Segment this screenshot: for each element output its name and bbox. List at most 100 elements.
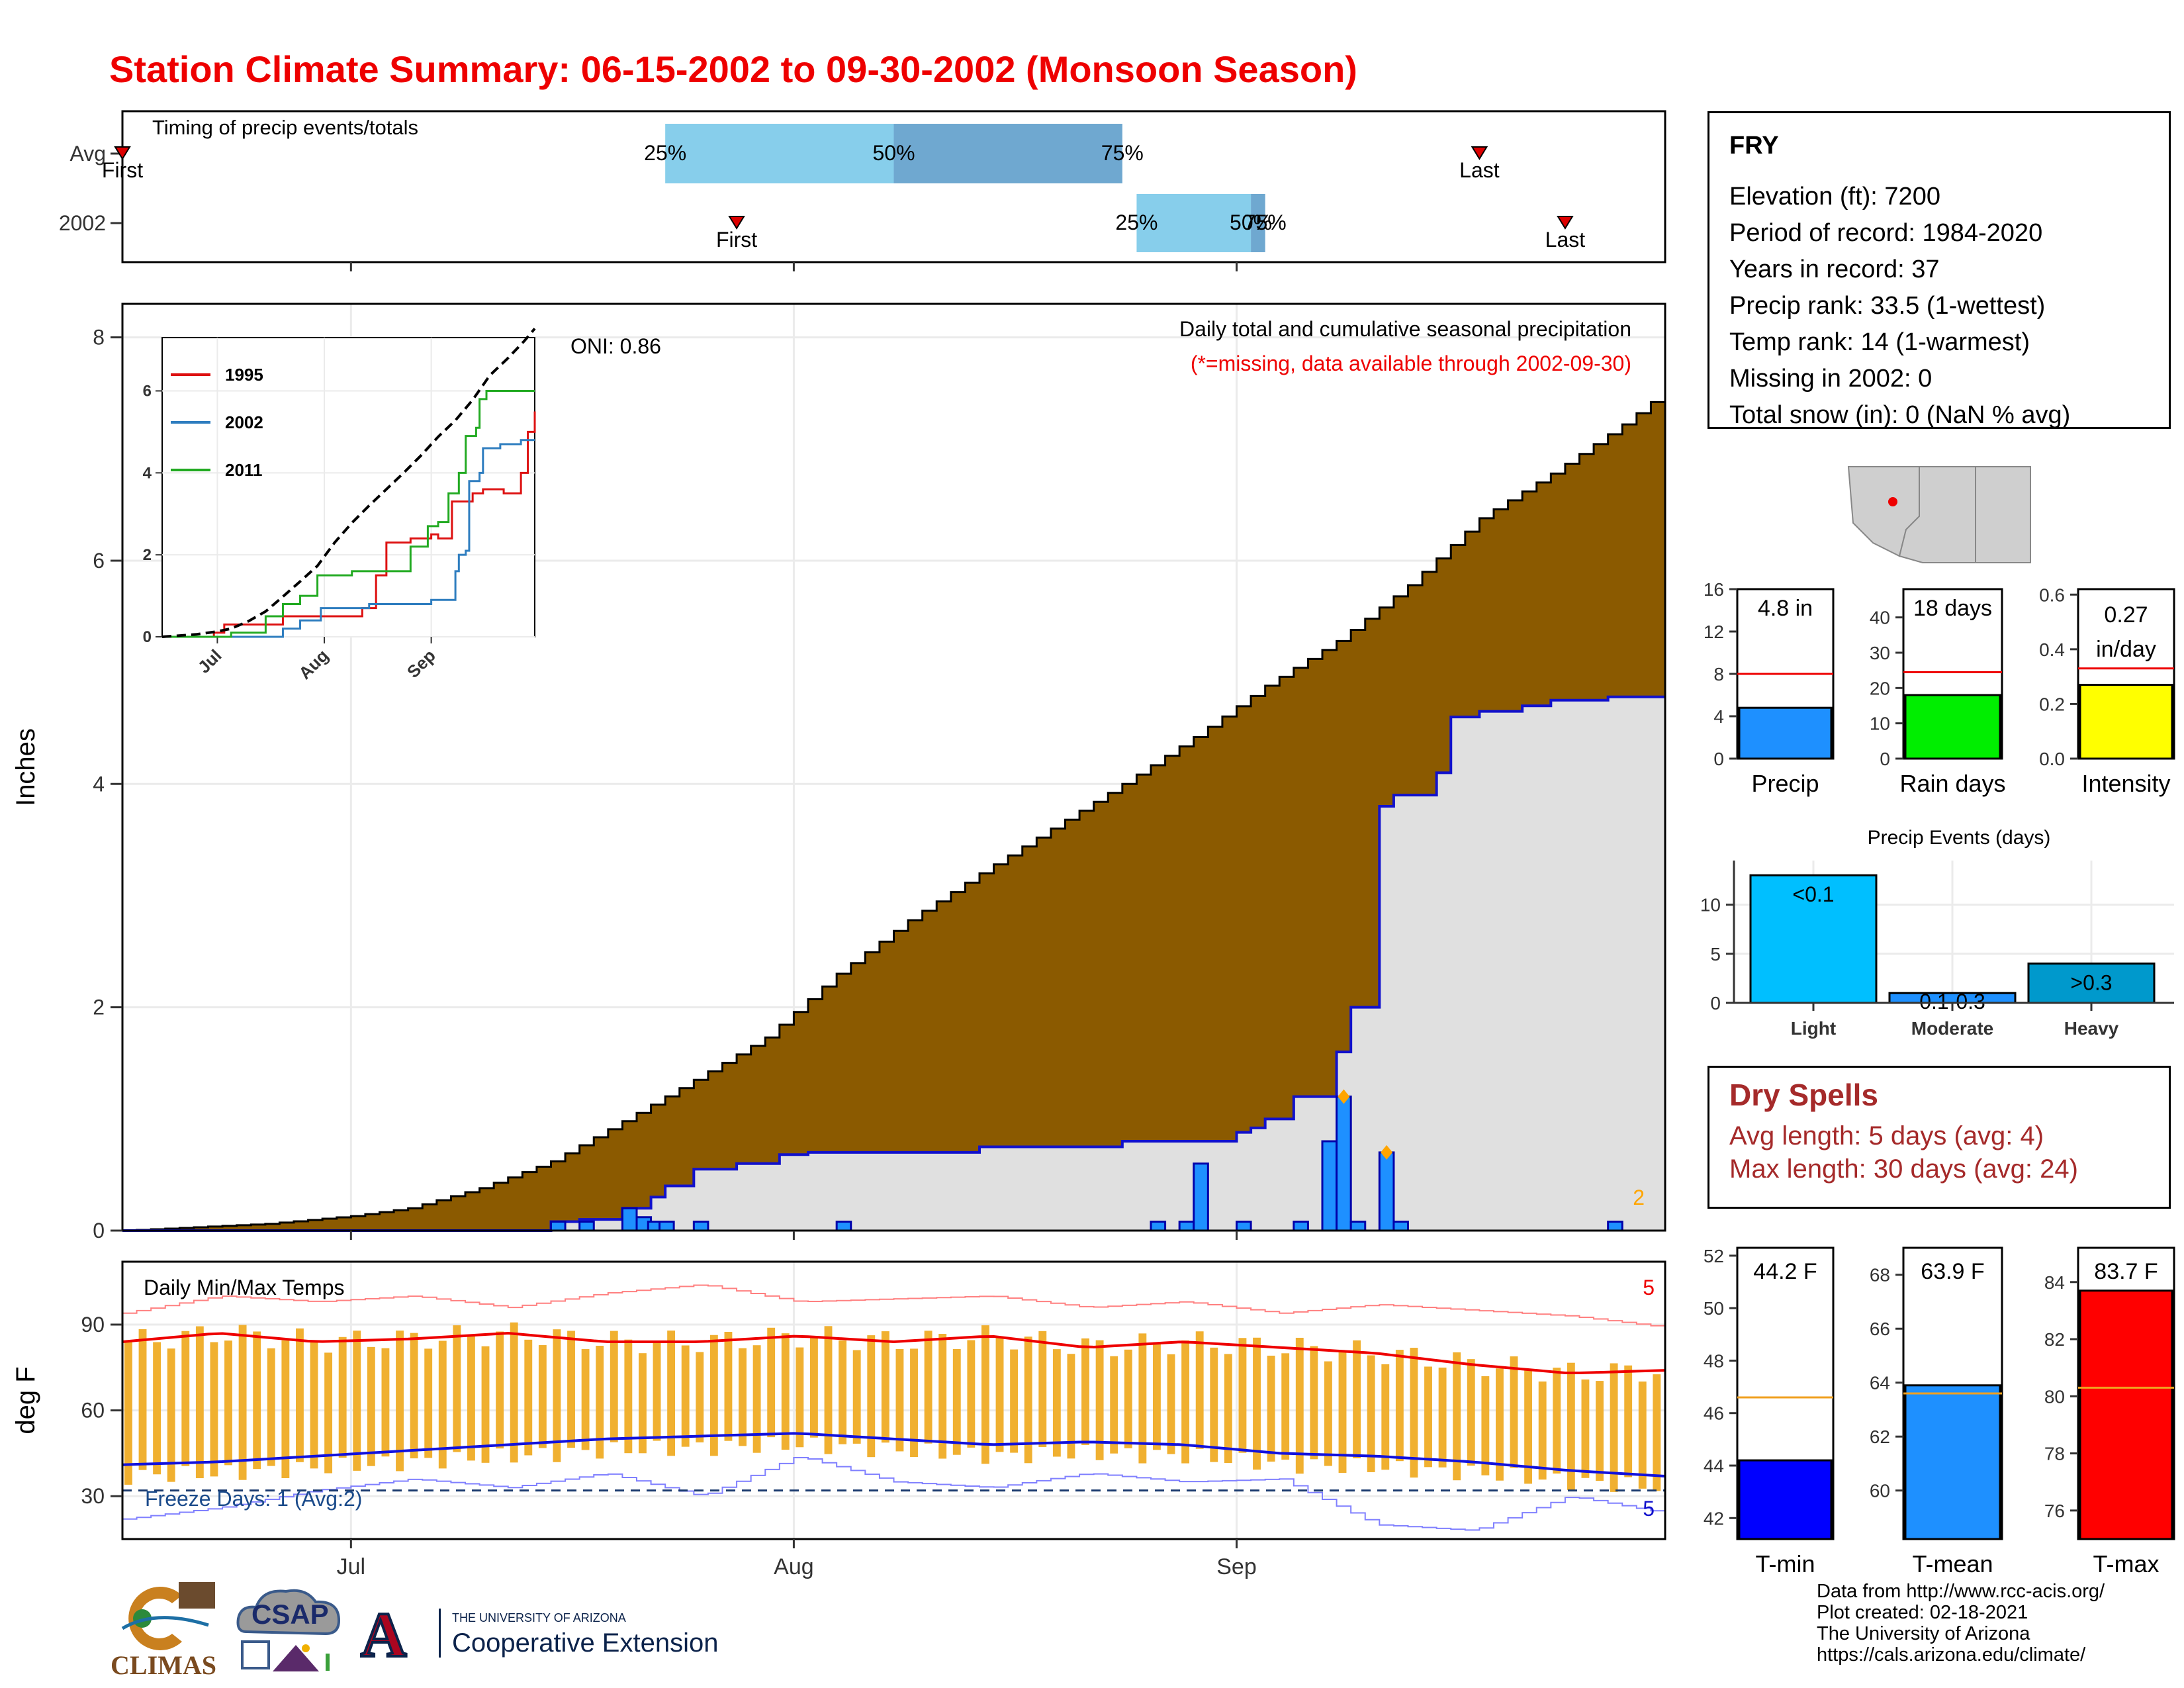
daily-temp-bar	[1410, 1348, 1418, 1478]
timing-row-label: 2002	[59, 211, 106, 235]
inset-series-line	[162, 411, 536, 638]
daily-precip-bar	[659, 1221, 675, 1232]
events-category-label: Moderate	[1911, 1018, 1993, 1039]
inset-y-label: 2	[143, 546, 152, 564]
daily-temp-bar	[481, 1346, 490, 1463]
daily-temp-bar	[1367, 1355, 1375, 1472]
daily-temp-bar	[1253, 1337, 1261, 1470]
temp-max-value-label: 83.7 F	[2094, 1259, 2158, 1284]
daily-precip-bar	[1392, 1221, 1410, 1232]
daily-temp-bar	[424, 1348, 433, 1458]
temp-mean-bar	[1904, 1384, 2001, 1540]
station-years: Years in record: 37	[1729, 256, 1940, 283]
dry-spells-max: Max length: 30 days (avg: 24)	[1729, 1154, 2078, 1184]
chart-title: Daily total and cumulative seasonal prec…	[1179, 317, 1631, 341]
y-tick-label: 52	[1704, 1246, 1724, 1266]
daily-temp-bar	[895, 1348, 904, 1452]
y-tick-label: 0	[1710, 993, 1721, 1013]
temp-min-bar	[1738, 1459, 1833, 1540]
daily-temp-bar	[1338, 1350, 1347, 1473]
daily-precip-bar	[835, 1221, 852, 1232]
daily-temp-bar	[396, 1331, 404, 1472]
credits: Data from http://www.rcc-acis.org/ Plot …	[1817, 1581, 2105, 1665]
daily-temp-bar	[381, 1348, 390, 1457]
y-tick-label: 10	[1700, 895, 1721, 915]
daily-temp-bar	[810, 1337, 818, 1438]
precip-panel-frame	[121, 303, 1666, 1232]
daily-temp-bar	[1324, 1361, 1332, 1466]
daily-temp-bar	[1095, 1340, 1104, 1460]
dry-spells-avg: Avg length: 5 days (avg: 4)	[1729, 1121, 2044, 1150]
daily-temp-bar	[739, 1348, 747, 1446]
temp-max-bar	[2079, 1289, 2173, 1540]
last-marker	[1557, 216, 1574, 230]
daily-temp-bar	[1538, 1381, 1547, 1480]
y-tick-label: 30	[1870, 643, 1890, 663]
quantile-label: 50%	[1230, 211, 1272, 234]
first-label: First	[102, 158, 143, 182]
climas-logo: CLIMAS	[109, 1582, 218, 1681]
precip-marker	[1381, 1145, 1393, 1160]
daily-precip-bar	[1193, 1162, 1209, 1232]
y-axis-title: deg F	[11, 1366, 40, 1434]
daily-temp-bar	[253, 1331, 261, 1470]
state-shape	[1975, 466, 2031, 563]
daily-temp-bar	[138, 1329, 147, 1470]
daily-temp-bar	[267, 1348, 275, 1466]
daily-temp-bar	[338, 1336, 347, 1458]
daily-temp-bar	[467, 1335, 475, 1461]
daily-temp-bar	[1267, 1355, 1275, 1462]
daily-temp-bar	[1438, 1367, 1447, 1468]
temp-min-category-label: T-min	[1756, 1550, 1815, 1577]
daily-precip-bar	[1378, 1151, 1395, 1232]
daily-temp-bar	[1395, 1350, 1404, 1462]
daily-temp-bar	[952, 1348, 961, 1455]
daily-temp-bar	[438, 1340, 447, 1469]
year-cumulative-line	[122, 695, 1665, 1232]
daily-precip-bar	[621, 1207, 638, 1232]
events-category-label: Light	[1791, 1018, 1836, 1039]
daily-temp-bar	[824, 1326, 833, 1454]
daily-temp-bar	[1596, 1381, 1604, 1481]
y-tick-label: 48	[1704, 1350, 1724, 1371]
daily-temp-bar	[1124, 1349, 1132, 1448]
daily-temp-bar	[696, 1352, 704, 1442]
daily-temp-bar	[1624, 1365, 1633, 1477]
daily-temp-bar	[767, 1327, 776, 1438]
daily-temp-bar	[1481, 1376, 1490, 1476]
y-tick-label: 82	[2044, 1329, 2065, 1350]
daily-temp-bar	[553, 1329, 561, 1462]
station-period: Period of record: 1984-2020	[1729, 219, 2043, 247]
oni-label: ONI: 0.86	[570, 334, 661, 358]
precip-marker	[1338, 1089, 1350, 1104]
y-tick-label: 90	[81, 1313, 105, 1336]
daily-temp-bar	[938, 1333, 947, 1459]
rain-days-category-label: Rain days	[1899, 770, 2005, 797]
daily-temp-bar	[1310, 1346, 1318, 1460]
y-tick-label: 78	[2044, 1444, 2065, 1464]
daily-temp-bar	[510, 1322, 518, 1463]
temp-mean-value-label: 63.9 F	[1921, 1259, 1984, 1284]
daily-temp-bar	[796, 1347, 804, 1448]
quantile-label: 25%	[1115, 211, 1158, 234]
daily-temp-bar	[1581, 1379, 1590, 1478]
y-tick-label: 0.0	[2039, 749, 2065, 769]
daily-temp-bar	[1110, 1356, 1118, 1454]
y-tick-label: 84	[2044, 1272, 2065, 1293]
last-label: Last	[1545, 228, 1586, 252]
daily-temp-bar	[1496, 1368, 1504, 1481]
events-bar	[2027, 962, 2156, 1004]
daily-precip-bar	[1336, 1096, 1352, 1232]
dry-spells-heading: Dry Spells	[1729, 1078, 1878, 1112]
daily-temp-bar	[881, 1331, 889, 1443]
daily-temp-bar	[1510, 1356, 1518, 1468]
ua-logo: A THE UNIVERSITY OF ARIZONA Cooperative …	[359, 1598, 745, 1671]
inset-y-label: 4	[143, 464, 152, 482]
climas-wordmark: CLIMAS	[111, 1650, 217, 1680]
daily-precip-bar	[1178, 1221, 1195, 1232]
y-tick-label: 44	[1704, 1456, 1724, 1476]
daily-temp-bar	[1195, 1331, 1204, 1449]
daily-temp-bar	[567, 1331, 575, 1448]
inset-avg-line	[161, 328, 536, 638]
